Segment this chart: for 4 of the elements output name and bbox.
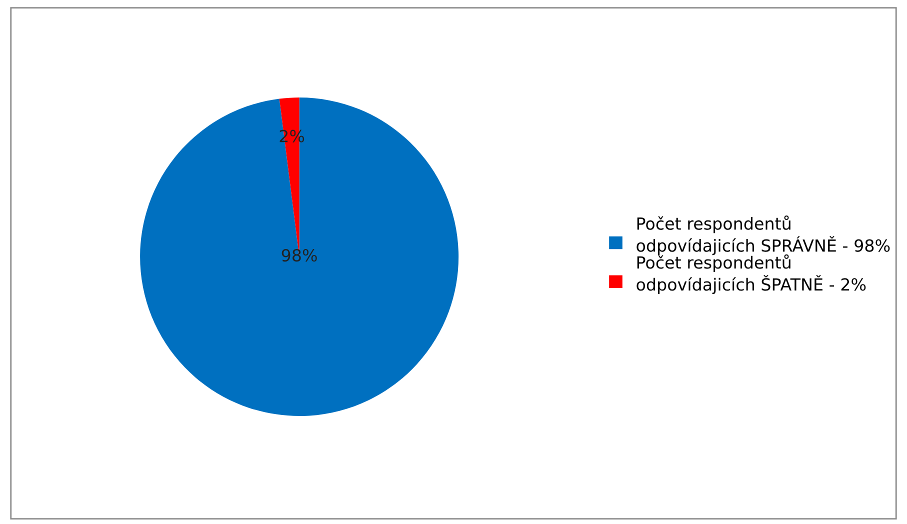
pie-slice: [140, 98, 459, 416]
legend-label: Počet respondentů odpovídajicích ŠPATNĚ - 2%: [636, 254, 866, 294]
data-label: 98%: [282, 248, 317, 262]
legend-label: Počet respondentů odpovídajicích SPRÁVNĚ - 98%: [636, 216, 890, 256]
